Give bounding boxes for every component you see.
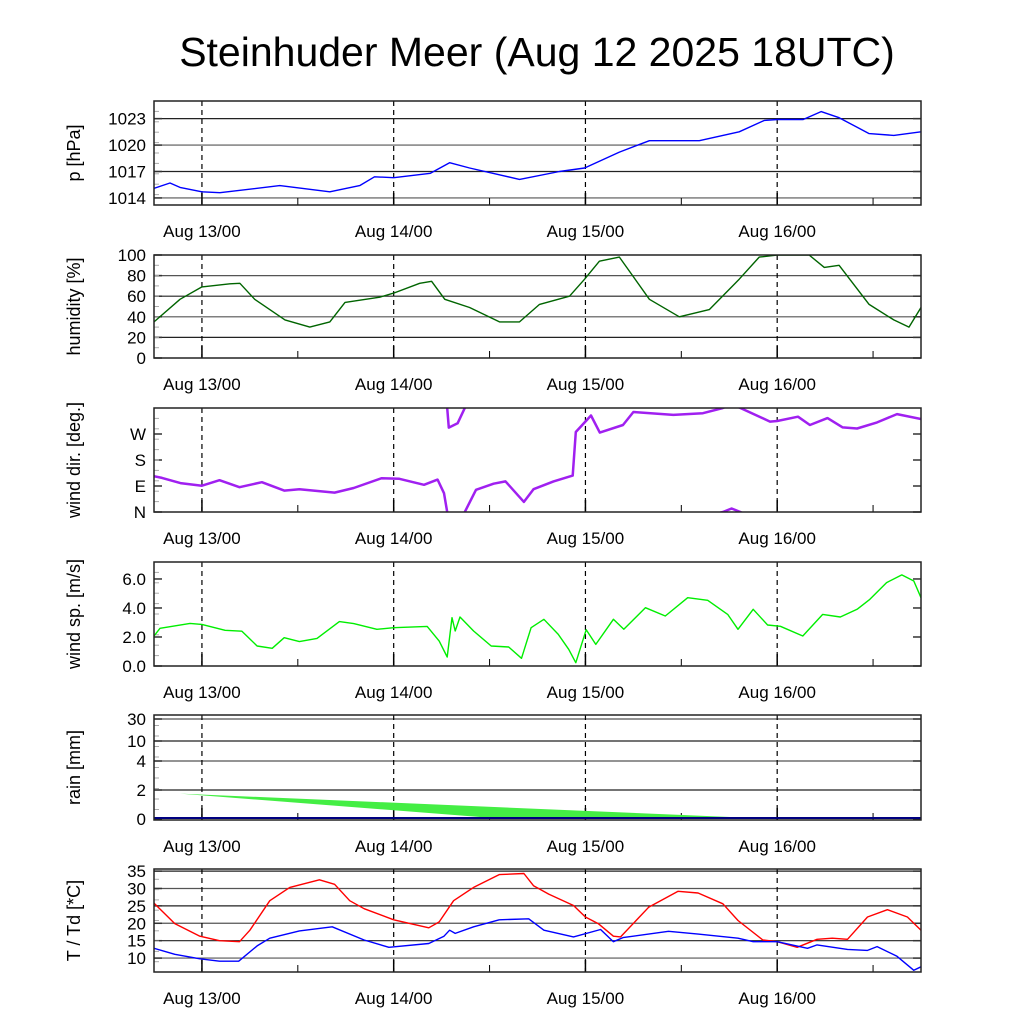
- y-tick-label: 15: [127, 932, 146, 951]
- series-line-wind: [717, 507, 744, 512]
- y-tick-label: 80: [127, 267, 146, 286]
- x-tick-label: Aug 15/00: [547, 837, 625, 856]
- panel-frame: [153, 714, 922, 821]
- x-tick-label: Aug 15/00: [547, 989, 625, 1008]
- x-tick-label: Aug 14/00: [355, 529, 433, 548]
- y-tick-label: 2: [137, 781, 146, 800]
- data-layer: [154, 255, 921, 328]
- panel-frame: [153, 561, 922, 667]
- y-tick-label: 1020: [108, 136, 146, 155]
- y-tick-label: W: [130, 425, 146, 444]
- y-tick-label: 35: [127, 862, 146, 881]
- series-line-pressure: [154, 110, 921, 194]
- y-axis-label: rain [mm]: [64, 730, 84, 805]
- x-tick-label: Aug 13/00: [163, 529, 241, 548]
- panel-0: 1014 1017 1020 1023 Aug 13/00 Aug 14/00 Aug 15…: [64, 100, 922, 241]
- y-tick-label: 1023: [108, 110, 146, 129]
- panel-3: 0.0 2.0 4.0 6.0 Aug 13/00 Aug 14/00 Aug 15/00 A…: [64, 559, 922, 702]
- x-tick-label: Aug 16/00: [738, 222, 816, 241]
- x-tick-label: Aug 15/00: [547, 683, 625, 702]
- y-axis-label: T / Td [*C]: [64, 880, 84, 961]
- y-tick-label: 4: [137, 752, 146, 771]
- y-tick-label: 100: [118, 246, 146, 265]
- chart-title: Steinhuder Meer (Aug 12 2025 18UTC): [179, 29, 895, 75]
- panel-4: 0 2 410 30 Aug 13/00 Aug 14/00 Aug 15/00 Aug 16…: [64, 710, 922, 856]
- y-tick-label: 30: [127, 710, 146, 729]
- x-tick-label: Aug 14/00: [355, 683, 433, 702]
- y-axis-label: p [hPa]: [64, 124, 84, 181]
- series-line-wind: [154, 408, 921, 512]
- y-tick-label: 0.0: [122, 657, 146, 676]
- y-tick-label: 20: [127, 328, 146, 347]
- y-tick-label: 1017: [108, 163, 146, 182]
- series-line-wind: [154, 574, 921, 664]
- y-tick-label: 0: [137, 349, 146, 368]
- x-tick-label: Aug 16/00: [738, 529, 816, 548]
- y-tick-label: 1014: [108, 189, 146, 208]
- x-tick-label: Aug 13/00: [163, 683, 241, 702]
- data-layer: [154, 110, 921, 194]
- x-tick-label: Aug 14/00: [355, 222, 433, 241]
- x-tick-label: Aug 14/00: [355, 989, 433, 1008]
- panel-frame: [153, 254, 922, 359]
- data-layer: [154, 793, 921, 819]
- y-axis-label: humidity [%]: [64, 257, 84, 355]
- series-line-humidity: [154, 255, 921, 328]
- rain-forecast-band: [179, 793, 778, 819]
- y-tick-label: E: [135, 477, 146, 496]
- series-line-td: [154, 918, 921, 971]
- y-tick-label: 25: [127, 897, 146, 916]
- x-tick-label: Aug 16/00: [738, 375, 816, 394]
- y-tick-label: 10: [127, 949, 146, 968]
- x-tick-label: Aug 15/00: [547, 529, 625, 548]
- x-tick-label: Aug 16/00: [738, 683, 816, 702]
- x-tick-label: Aug 13/00: [163, 989, 241, 1008]
- panel-frame: [153, 100, 922, 206]
- x-tick-label: Aug 13/00: [163, 222, 241, 241]
- y-axis-label: wind sp. [m/s]: [64, 559, 84, 670]
- data-layer: [154, 408, 921, 512]
- y-tick-label: 4.0: [122, 599, 146, 618]
- x-tick-label: Aug 14/00: [355, 837, 433, 856]
- panel-frame: [153, 868, 922, 973]
- x-tick-label: Aug 16/00: [738, 837, 816, 856]
- y-tick-label: N: [134, 503, 146, 522]
- y-tick-label: 10: [127, 732, 146, 751]
- y-axis-label: wind dir. [deg.]: [64, 402, 84, 519]
- y-tick-label: S: [135, 451, 146, 470]
- x-tick-label: Aug 13/00: [163, 375, 241, 394]
- x-tick-label: Aug 15/00: [547, 222, 625, 241]
- y-tick-label: 0: [137, 810, 146, 829]
- y-tick-label: 2.0: [122, 628, 146, 647]
- panel-frame: [153, 407, 922, 513]
- series-line-t: [154, 872, 921, 948]
- data-layer: [154, 574, 921, 664]
- x-tick-label: Aug 16/00: [738, 989, 816, 1008]
- x-tick-label: Aug 15/00: [547, 375, 625, 394]
- y-tick-label: 30: [127, 879, 146, 898]
- y-tick-label: 40: [127, 308, 146, 327]
- y-tick-label: 6.0: [122, 570, 146, 589]
- data-layer: [154, 872, 921, 971]
- y-tick-label: 60: [127, 287, 146, 306]
- x-tick-label: Aug 13/00: [163, 837, 241, 856]
- x-tick-label: Aug 14/00: [355, 375, 433, 394]
- y-tick-label: 20: [127, 914, 146, 933]
